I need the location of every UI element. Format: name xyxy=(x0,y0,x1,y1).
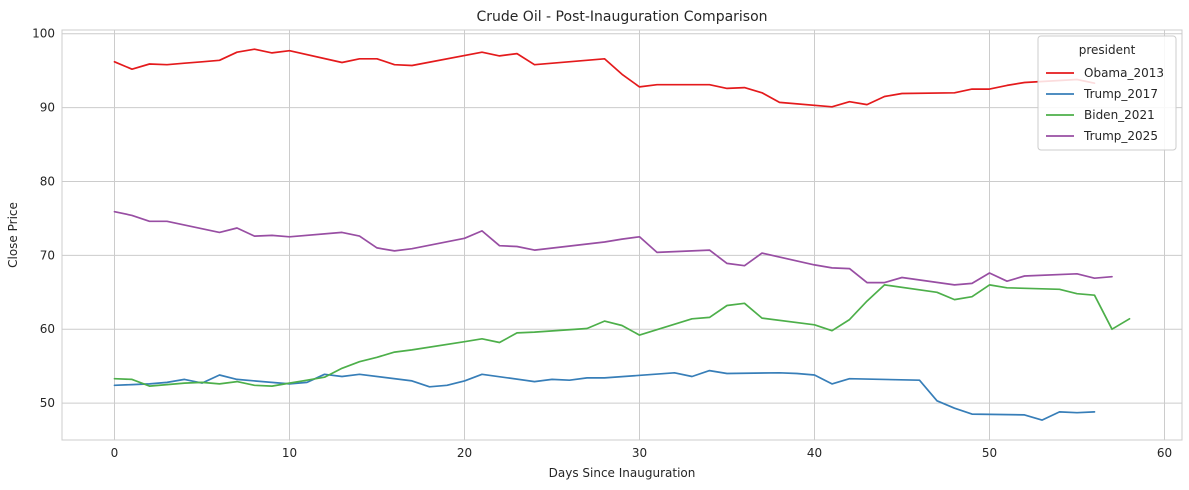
series-line-obama-2013 xyxy=(113,48,1096,108)
y-tick-label: 80 xyxy=(40,174,55,188)
legend-label: Trump_2017 xyxy=(1083,87,1158,101)
x-tick-label: 0 xyxy=(111,446,119,460)
chart-title: Crude Oil - Post-Inauguration Comparison xyxy=(476,9,767,25)
series-line-trump-2025 xyxy=(113,210,1113,286)
legend-items: Obama_2013 Trump_2017 Biden_2021 Trump_2025 xyxy=(1046,66,1164,143)
grid-lines xyxy=(62,30,1182,440)
x-tick-labels: 0 10 20 30 40 50 60 xyxy=(111,446,1172,460)
series-line-trump-2017 xyxy=(113,369,1096,421)
y-axis-label: Close Price xyxy=(6,202,20,268)
legend-label: Obama_2013 xyxy=(1084,66,1164,80)
legend-box xyxy=(1037,35,1177,151)
y-tick-label: 90 xyxy=(40,101,55,115)
x-tick-label: 60 xyxy=(1157,446,1172,460)
x-tick-label: 30 xyxy=(632,446,647,460)
series-lines xyxy=(113,48,1131,421)
legend: president Obama_2013 Trump_2017 Biden_2021… xyxy=(1037,35,1177,151)
legend-title: president xyxy=(1079,43,1136,57)
y-tick-label: 70 xyxy=(40,248,55,262)
y-tick-label: 50 xyxy=(40,396,55,410)
x-tick-label: 40 xyxy=(807,446,822,460)
legend-label: Trump_2025 xyxy=(1083,129,1158,143)
x-tick-label: 20 xyxy=(457,446,472,460)
series-line-biden-2021 xyxy=(113,284,1131,387)
y-tick-labels: 50 60 70 80 90 100 xyxy=(32,27,55,410)
y-tick-label: 60 xyxy=(40,322,55,336)
x-tick-label: 10 xyxy=(282,446,297,460)
plot-area xyxy=(61,29,1183,441)
x-tick-label: 50 xyxy=(982,446,997,460)
legend-label: Biden_2021 xyxy=(1084,108,1155,122)
y-tick-label: 100 xyxy=(32,27,55,41)
x-axis-label: Days Since Inauguration xyxy=(549,466,696,480)
